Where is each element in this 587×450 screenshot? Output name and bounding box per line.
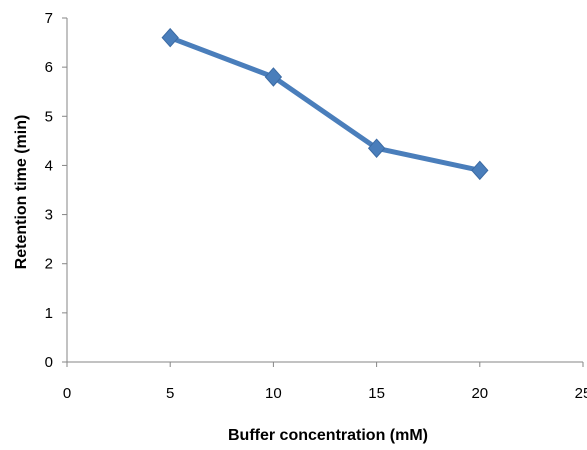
y-tick-label: 3 bbox=[45, 207, 53, 224]
y-tick-label: 7 bbox=[45, 10, 53, 27]
y-tick-label: 1 bbox=[45, 305, 53, 322]
y-tick-label: 4 bbox=[45, 157, 53, 174]
x-axis-title: Buffer concentration (mM) bbox=[228, 427, 428, 444]
x-tick-label: 25 bbox=[575, 385, 587, 402]
series-line bbox=[167, 35, 483, 173]
x-tick-label: 10 bbox=[265, 385, 282, 402]
data-point-marker bbox=[264, 67, 283, 87]
data-point-marker bbox=[161, 27, 179, 48]
x-tick-label: 0 bbox=[63, 385, 71, 402]
x-tick-label: 20 bbox=[471, 385, 488, 402]
data-point-marker bbox=[367, 138, 386, 158]
series-layer bbox=[161, 27, 489, 181]
axes bbox=[62, 17, 584, 367]
y-tick-label: 6 bbox=[45, 59, 53, 76]
x-tick-label: 5 bbox=[166, 385, 174, 402]
x-tick-label: 15 bbox=[368, 385, 385, 402]
tick-labels: 0 1 2 3 4 5 6 7 0 5 10 15 20 25 bbox=[45, 10, 587, 402]
y-tick-label: 0 bbox=[45, 354, 53, 371]
data-point-marker bbox=[471, 160, 489, 181]
y-axis-title: Retention time (min) bbox=[13, 115, 30, 270]
y-tick-label: 2 bbox=[45, 256, 53, 273]
y-tick-label: 5 bbox=[45, 108, 53, 125]
